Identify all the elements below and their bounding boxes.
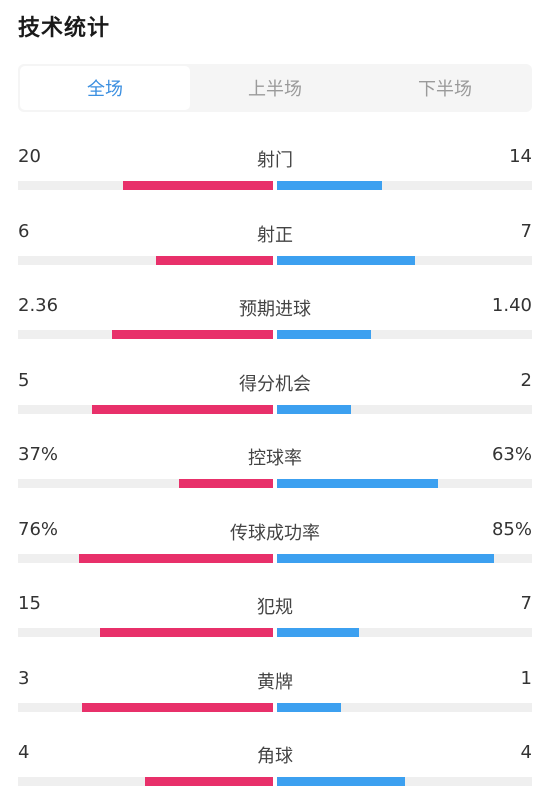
stat-name: 角球	[257, 746, 293, 767]
home-bar-track	[18, 777, 273, 786]
home-bar	[179, 479, 273, 488]
stat-bar-track	[18, 553, 532, 563]
away-bar	[277, 702, 341, 712]
home-bar-track	[18, 404, 273, 414]
stat-name: 得分机会	[239, 373, 311, 395]
stat-name: 射门	[257, 150, 293, 171]
stat-name: 犯规	[257, 597, 293, 618]
stat-name: 控球率	[248, 448, 302, 469]
away-bar	[277, 330, 371, 339]
home-value: 20	[18, 146, 41, 167]
home-bar	[145, 777, 273, 786]
away-bar	[277, 181, 382, 190]
stat-name: 预期进球	[239, 299, 311, 320]
stat-row: 4 角球 4	[18, 736, 532, 811]
home-value: 4	[18, 742, 30, 763]
stat-name: 黄牌	[257, 671, 293, 693]
away-bar-track	[277, 404, 532, 414]
home-bar	[112, 330, 273, 339]
away-bar	[277, 628, 359, 637]
away-bar-track	[277, 330, 532, 339]
away-value: 85%	[491, 518, 532, 540]
home-bar-track	[18, 702, 273, 712]
away-bar-track	[277, 255, 532, 265]
home-value: 6	[18, 220, 30, 242]
home-value: 2.36	[18, 295, 59, 316]
stat-bar-track	[18, 702, 532, 712]
home-bar-track	[18, 553, 273, 563]
home-bar	[123, 181, 273, 190]
home-bar	[79, 553, 273, 563]
home-bar-track	[18, 255, 273, 265]
away-value: 1.40	[491, 295, 532, 316]
home-bar-track	[18, 628, 273, 637]
stat-bar-track	[18, 479, 532, 488]
stat-name: 射正	[257, 224, 293, 246]
away-value: 14	[509, 146, 532, 167]
tab-full-match[interactable]: 全场	[20, 66, 190, 110]
tab-second-half[interactable]: 下半场	[418, 79, 472, 100]
stat-bar-track	[18, 404, 532, 414]
away-value: 7	[520, 220, 532, 242]
period-tabs: 全场 上半场 下半场	[18, 64, 532, 112]
stat-row: 5 得分机会 2	[18, 364, 532, 439]
away-bar-track	[277, 553, 532, 563]
away-bar	[277, 777, 405, 786]
tab-first-half[interactable]: 上半场	[248, 79, 302, 100]
away-bar-track	[277, 181, 532, 190]
away-bar	[277, 479, 438, 488]
away-bar-track	[277, 479, 532, 488]
away-value: 4	[520, 742, 532, 763]
home-value: 37%	[18, 444, 59, 465]
away-bar-track	[277, 628, 532, 637]
stat-bar-track	[18, 181, 532, 190]
home-bar-track	[18, 181, 273, 190]
home-value: 5	[18, 369, 30, 391]
away-bar	[277, 255, 415, 265]
stat-bar-track	[18, 628, 532, 637]
away-bar	[277, 404, 351, 414]
home-bar	[82, 702, 273, 712]
home-value: 3	[18, 667, 30, 689]
stats-list: 20 射门 14 6 射正 7 2.36 预期进球 1.40 5 得分机会 2 37% 控球率 63% 76%…	[18, 140, 532, 811]
away-bar-track	[277, 702, 532, 712]
away-value: 63%	[491, 444, 532, 465]
stat-row: 2.36 预期进球 1.40	[18, 289, 532, 364]
stat-bar-track	[18, 777, 532, 786]
stat-name: 传球成功率	[230, 522, 320, 544]
page-title: 技术统计	[18, 16, 111, 41]
stat-bar-track	[18, 330, 532, 339]
home-bar	[156, 255, 273, 265]
home-value: 15	[18, 593, 41, 614]
home-value: 76%	[18, 518, 59, 540]
away-value: 2	[520, 369, 532, 391]
stat-row: 20 射门 14	[18, 140, 532, 215]
stat-row: 15 犯规 7	[18, 587, 532, 662]
stat-row: 76% 传球成功率 85%	[18, 513, 532, 588]
away-value: 1	[520, 667, 532, 689]
home-bar	[100, 628, 273, 637]
away-bar-track	[277, 777, 532, 786]
stat-row: 6 射正 7	[18, 215, 532, 290]
stat-row: 3 黄牌 1	[18, 662, 532, 737]
stat-bar-track	[18, 255, 532, 265]
stat-row: 37% 控球率 63%	[18, 438, 532, 513]
home-bar-track	[18, 479, 273, 488]
home-bar-track	[18, 330, 273, 339]
away-value: 7	[520, 593, 532, 614]
away-bar	[277, 553, 494, 563]
home-bar	[92, 404, 273, 414]
